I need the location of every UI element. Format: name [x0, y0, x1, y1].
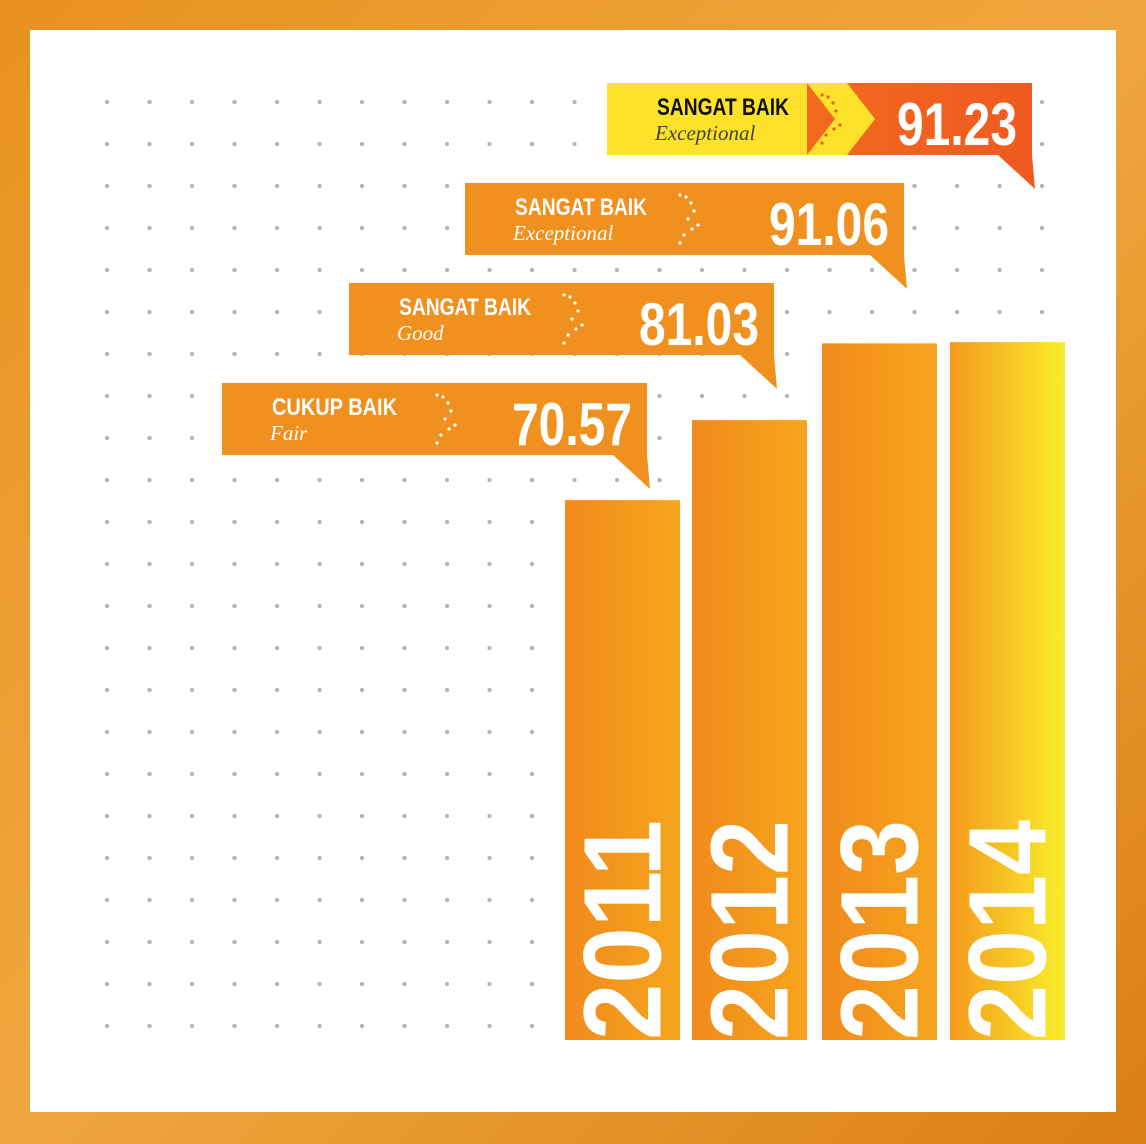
dot-icon	[826, 95, 830, 99]
dot-icon	[453, 423, 457, 427]
dot-icon	[834, 109, 838, 113]
rating: SANGAT BAIK	[515, 194, 648, 221]
dot-icon	[566, 333, 570, 337]
description: Exceptional	[512, 221, 613, 245]
dot-icon	[820, 93, 824, 97]
callout-tail	[870, 255, 907, 289]
dot-icon	[692, 209, 696, 213]
chevron	[807, 83, 875, 155]
dot-icon	[678, 241, 682, 245]
year-label: 2014	[947, 820, 1070, 1040]
dot-icon	[576, 309, 580, 313]
value-label: 81.03	[639, 291, 759, 358]
dot-icon	[573, 301, 577, 305]
dot-icon	[441, 395, 445, 399]
dot-icon	[678, 193, 682, 197]
bar	[565, 500, 680, 1040]
dot-icon	[684, 195, 688, 199]
dot-icon	[568, 295, 572, 299]
dot-icon	[682, 233, 686, 237]
dot-icon	[831, 101, 835, 105]
description: Good	[397, 321, 444, 345]
year-label: 2013	[819, 820, 942, 1040]
dot-icon	[689, 201, 693, 205]
dot-icon	[824, 133, 828, 137]
dot-icon	[686, 217, 690, 221]
value-label: 91.23	[897, 91, 1017, 158]
bar	[822, 343, 937, 1040]
dot-icon	[570, 317, 574, 321]
callout-box	[349, 283, 774, 355]
dot-icon	[447, 427, 451, 431]
dot-icon	[690, 227, 694, 231]
callout-tail	[740, 355, 777, 389]
callout-tail	[613, 455, 650, 489]
value-label: 70.57	[512, 391, 632, 458]
bar	[950, 342, 1065, 1040]
dot-icon	[439, 433, 443, 437]
dot-icon	[435, 393, 439, 397]
dot-icon	[574, 327, 578, 331]
year-label: 2011	[562, 820, 685, 1040]
dot-icon	[562, 293, 566, 297]
dot-icon	[838, 123, 842, 127]
description: Fair	[269, 421, 308, 445]
callout-box	[222, 383, 647, 455]
dot-icon	[446, 401, 450, 405]
callout-box	[465, 183, 904, 255]
rating: SANGAT BAIK	[657, 94, 790, 121]
rating: SANGAT BAIK	[399, 294, 532, 321]
dot-icon	[820, 141, 824, 145]
dot-icon	[435, 441, 439, 445]
bar	[692, 420, 807, 1041]
dot-icon	[696, 223, 700, 227]
year-label: 2012	[689, 820, 812, 1040]
dot-icon	[832, 127, 836, 131]
description: Exceptional	[654, 121, 755, 145]
value-label: 91.06	[769, 191, 889, 258]
dot-icon	[562, 341, 566, 345]
dot-icon	[443, 417, 447, 421]
dot-icon	[828, 117, 832, 121]
rating: CUKUP BAIK	[272, 394, 398, 421]
callout-tail	[998, 155, 1035, 189]
dot-icon	[580, 323, 584, 327]
dot-icon	[449, 409, 453, 413]
